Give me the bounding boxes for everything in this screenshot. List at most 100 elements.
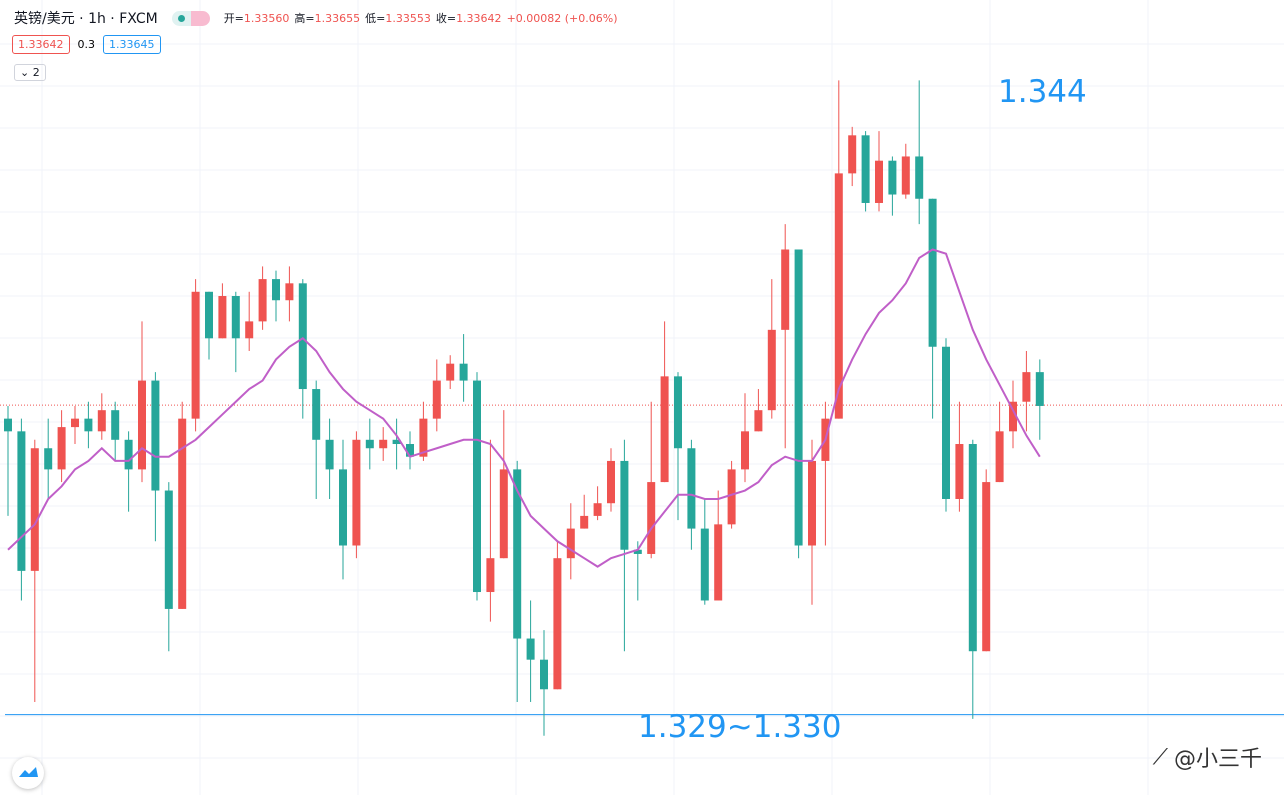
candle-body — [834, 173, 843, 419]
candle-body — [580, 515, 589, 529]
candle-body — [84, 418, 93, 432]
logo[interactable] — [12, 757, 44, 789]
candle-body — [258, 279, 267, 322]
candle-body — [540, 659, 548, 690]
candle-body — [419, 418, 428, 457]
candle-body — [888, 160, 897, 195]
candle-body — [17, 431, 26, 571]
candle-body — [272, 279, 280, 301]
label: 低= — [365, 12, 386, 25]
legend-header: 英镑/美元 · 1h · FXCM 开=1.33560 高=1.33655 低=… — [14, 8, 618, 28]
candle-body — [379, 439, 388, 449]
bid[interactable]: 1.33642 — [12, 35, 70, 54]
candle-body — [607, 460, 615, 504]
candle-body — [848, 135, 857, 174]
candle-body — [808, 460, 816, 546]
candle-body — [218, 296, 227, 339]
candle-body — [245, 321, 254, 339]
candle-body — [727, 469, 736, 525]
change: +0.00082 (+0.06%) — [506, 11, 618, 25]
candle-body — [794, 249, 803, 546]
candle-body — [499, 469, 508, 559]
candle-body — [339, 469, 347, 546]
candle-body — [178, 418, 187, 609]
candle-body — [593, 503, 602, 516]
candle-body — [660, 376, 669, 483]
candle-body — [566, 528, 575, 559]
watermark-icon: ⟋ — [1152, 744, 1168, 770]
candle-body — [754, 410, 763, 432]
candle-body — [44, 448, 53, 470]
quote-badges: 1.33642 0.3 1.33645 — [12, 35, 161, 54]
market-status[interactable] — [171, 10, 210, 26]
label: 开= — [223, 12, 244, 25]
candle-body — [71, 418, 79, 428]
candle-body — [928, 198, 937, 347]
candle-body — [767, 329, 776, 411]
value: 1.33560 — [243, 12, 290, 25]
candle-body — [968, 444, 977, 652]
candle-body — [30, 448, 39, 571]
candle-body — [57, 427, 66, 470]
candle-body — [861, 135, 870, 203]
candle-body — [111, 410, 120, 440]
candle-body — [459, 363, 468, 381]
candle-body — [647, 482, 656, 554]
candle-body — [486, 558, 495, 593]
ask[interactable]: 1.33645 — [103, 35, 161, 54]
candle-body — [312, 389, 321, 440]
symbol[interactable]: 英镑/美元 · 1h · FXCM — [14, 11, 158, 27]
candle-body — [473, 380, 481, 593]
candle-body — [446, 363, 455, 381]
candle-body — [901, 156, 910, 195]
candle-body — [164, 490, 173, 609]
candle-body — [633, 549, 642, 554]
annotation: 1.329~1.330 — [638, 709, 841, 745]
candle-body — [365, 439, 374, 449]
candle-body — [513, 469, 522, 639]
value: 1.33642 — [456, 12, 502, 25]
candle-body — [97, 410, 106, 432]
label: 高= — [294, 12, 315, 25]
candle-body — [4, 418, 12, 432]
candle-body — [151, 380, 160, 491]
candle-body — [325, 439, 334, 470]
candle-body — [955, 444, 964, 499]
candle-body — [995, 431, 1004, 483]
candle-body — [700, 528, 709, 601]
ohlc-close: 收=1.33642 — [436, 10, 502, 26]
label: 收= — [435, 12, 457, 25]
candle-body — [714, 524, 723, 601]
candle-body — [352, 439, 361, 546]
candle-body — [392, 439, 401, 445]
watermark: ⟋ @小三千 — [1153, 741, 1262, 773]
candle-body — [1035, 372, 1044, 406]
candle-body — [781, 249, 790, 330]
ohlc-open: 开=1.33560 — [224, 10, 290, 26]
ohlc-high: 高=1.33655 — [294, 10, 360, 26]
candle-body — [875, 160, 883, 203]
candle-body — [553, 558, 562, 690]
candle-body — [674, 376, 682, 449]
candle-body — [285, 283, 294, 301]
candle-body — [191, 291, 200, 419]
candle-body — [124, 439, 133, 470]
moving-average — [7, 248, 1041, 568]
candle-body — [1022, 372, 1031, 402]
watermark-text: @小三千 — [1173, 747, 1262, 772]
indicators-toggle[interactable]: ⌄ 2 — [14, 64, 46, 81]
candle-body — [432, 380, 441, 419]
candle-body — [298, 283, 307, 390]
logo-icon — [19, 767, 38, 777]
value: 1.33553 — [385, 12, 431, 25]
candle-body — [687, 448, 696, 529]
candle-body — [942, 346, 950, 499]
candle-body — [1009, 401, 1017, 432]
candle-body — [915, 156, 924, 199]
candle-body — [741, 431, 749, 470]
spread: 0.3 — [77, 38, 96, 51]
indicator-count: 2 — [32, 66, 40, 79]
